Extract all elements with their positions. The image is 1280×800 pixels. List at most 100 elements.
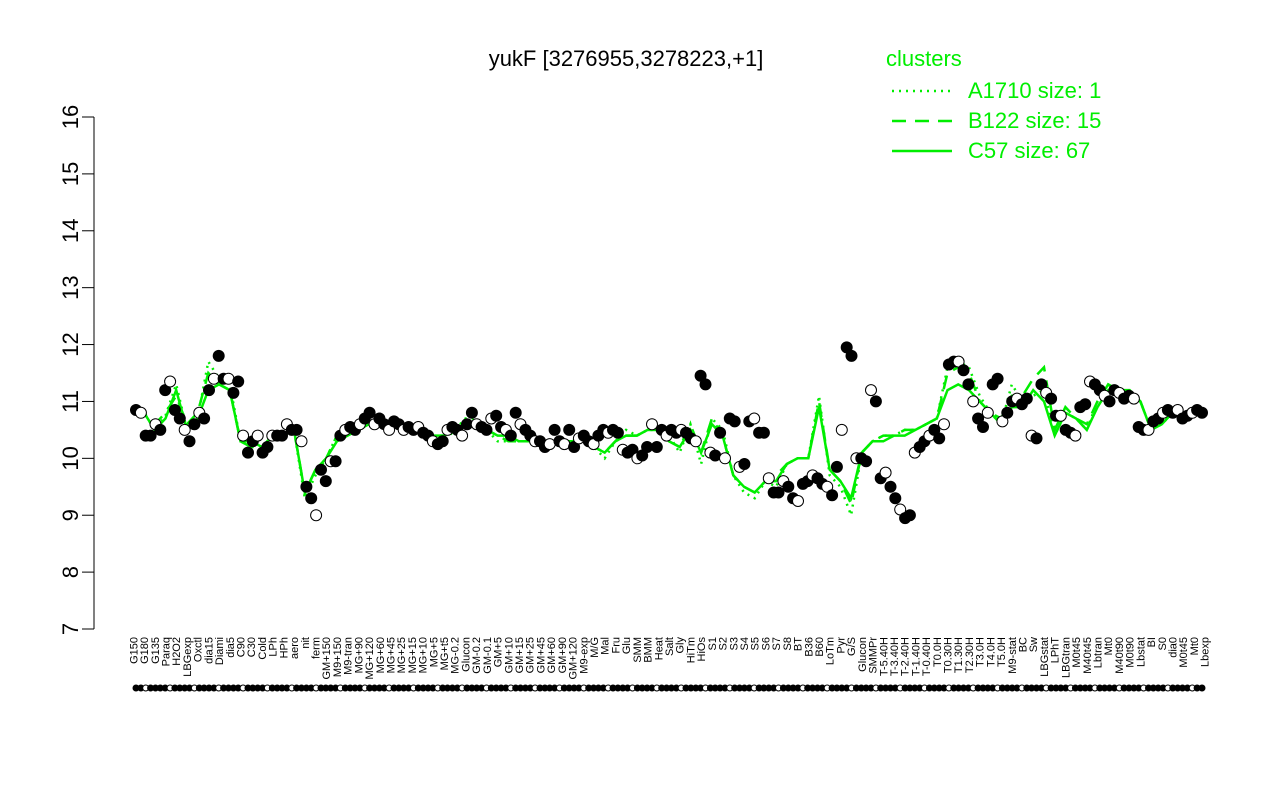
x-tick-label-67: G/S [846, 637, 858, 656]
x-tick-label-82: M9-stat [1007, 637, 1019, 674]
x-tick-label-12: Cold [257, 637, 269, 660]
sample-point-134 [782, 480, 795, 493]
sample-point-25 [251, 429, 264, 442]
sample-point-88 [558, 438, 571, 451]
x-tick-label-28: MG+5 [428, 637, 440, 667]
x-axis-labels: G150G180G135ParaqH2O2LBGexpOxctldia15Dia… [128, 637, 1211, 680]
x-tick-label-43: M/G [589, 637, 601, 658]
x-tick-label-20: M9-tran [343, 637, 355, 675]
sample-point-127 [748, 412, 761, 425]
x-tick-label-27: MG+10 [418, 637, 430, 673]
x-tick-label-17: ferm [311, 637, 323, 659]
x-tick-label-68: Glucon [857, 637, 869, 672]
sample-point-166 [938, 418, 950, 431]
x-tick-label-85: LBGstat [1039, 637, 1051, 677]
x-tick-label-81: T5.0H [996, 637, 1008, 667]
sample-point-152 [869, 395, 882, 408]
sample-point-22 [237, 429, 250, 442]
sample-point-106 [646, 418, 658, 431]
sample-point-21 [232, 375, 245, 388]
y-axis: 7 8 9 10 11 12 13 14 15 16 [58, 105, 94, 635]
x-tick-label-11: C30 [246, 637, 258, 657]
sample-points [130, 341, 1208, 525]
sample-point-200 [1103, 395, 1116, 408]
sample-point-74 [490, 409, 503, 422]
x-tick-label-70: T-5.40H [878, 637, 890, 676]
y-tick-label-5: 12 [58, 332, 83, 356]
sample-point-174 [977, 421, 989, 433]
sample-point-179 [1001, 406, 1014, 419]
chart-title: yukF [3276955,3278223,+1] [489, 46, 764, 71]
sample-point-77 [504, 429, 517, 442]
sample-point-89 [563, 423, 576, 436]
x-tick-label-21: MG+90 [353, 637, 365, 673]
x-tick-label-53: HiOs [696, 637, 708, 662]
x-tick-label-57: S4 [739, 637, 751, 650]
x-tick-label-59: S6 [760, 637, 772, 650]
sample-point-195 [1079, 398, 1092, 411]
sample-point-36 [305, 492, 318, 505]
x-tick-label-24: MG+45 [386, 637, 398, 673]
x-tick-label-73: T-1.40H [910, 637, 922, 676]
sample-point-48 [363, 406, 376, 419]
x-tick-label-96: S0 [1157, 637, 1169, 650]
x-tick-label-88: M0t45 [1071, 637, 1083, 668]
x-tick-label-97: dia0 [1168, 637, 1180, 658]
x-tick-label-49: Heat [653, 637, 665, 660]
legend-label-dotted: A1710 size: 1 [968, 78, 1101, 103]
sample-point-33 [290, 423, 303, 436]
sample-point-119 [709, 449, 722, 462]
sample-point-34 [295, 435, 308, 448]
x-tick-label-89: M40t45 [1082, 637, 1094, 674]
x-tick-label-99: Mt0 [1189, 637, 1201, 655]
x-tick-label-31: Glucon [461, 637, 473, 672]
x-tick-label-32: GM-0.2 [471, 637, 483, 674]
x-tick-label-86: LPhT [1050, 637, 1062, 664]
x-tick-label-84: Sw [1028, 637, 1040, 652]
sample-point-130 [762, 472, 775, 485]
sample-point-9 [173, 412, 186, 425]
x-tick-label-50: Salt [664, 637, 676, 656]
x-tick-label-9: dia5 [225, 637, 237, 658]
x-tick-label-55: S2 [718, 637, 730, 650]
legend-label-dashed: B122 size: 15 [968, 108, 1101, 133]
x-tick-label-29: MG+t5 [439, 637, 451, 670]
x-tick-label-62: BT [793, 637, 805, 651]
sample-point-155 [884, 480, 897, 493]
sample-point-10 [178, 423, 191, 436]
x-tick-label-66: Pyr [835, 637, 847, 654]
sample-point-175 [981, 406, 994, 419]
sample-point-12 [188, 418, 201, 431]
x-tick-label-60: S7 [771, 637, 783, 650]
y-tick-label-4: 11 [58, 390, 83, 413]
x-tick-label-79: T3.0H [975, 637, 987, 667]
x-rug [132, 684, 1206, 692]
sample-point-86 [548, 423, 561, 436]
rug-mark-219 [1198, 684, 1206, 692]
sample-point-30 [276, 429, 288, 442]
x-tick-label-4: H2O2 [171, 637, 183, 666]
x-tick-label-3: Paraq [161, 637, 173, 666]
sample-point-143 [826, 489, 839, 502]
x-tick-label-15: aero [289, 637, 301, 659]
sample-point-156 [889, 492, 902, 505]
sample-point-27 [261, 441, 274, 453]
sample-point-17 [212, 349, 225, 362]
x-tick-label-65: LoTm [825, 637, 837, 665]
x-tick-label-58: S5 [750, 637, 762, 650]
x-tick-label-75: T0.0H [932, 637, 944, 667]
sample-point-5 [154, 423, 167, 436]
x-tick-label-30: MG-0.2 [450, 637, 462, 674]
sample-point-123 [728, 415, 741, 428]
x-tick-label-83: BC [1018, 637, 1030, 652]
x-tick-label-98: M0t45 [1178, 637, 1190, 668]
x-tick-label-95: BI [1146, 637, 1158, 647]
sample-point-99 [611, 426, 624, 439]
sample-point-11 [183, 435, 196, 448]
sample-point-117 [699, 378, 712, 391]
sample-point-150 [860, 455, 873, 468]
y-tick-label-0: 7 [58, 623, 83, 635]
y-tick-label-8: 15 [58, 162, 83, 186]
x-tick-label-61: S8 [782, 637, 794, 650]
